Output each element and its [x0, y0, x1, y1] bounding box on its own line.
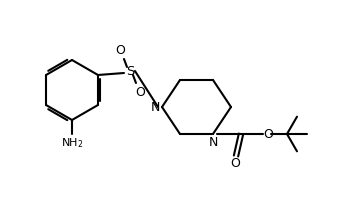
Text: S: S — [126, 64, 134, 77]
Text: O: O — [115, 44, 125, 57]
Text: O: O — [230, 156, 240, 169]
Text: O: O — [135, 86, 145, 99]
Text: N: N — [150, 101, 160, 114]
Text: O: O — [263, 128, 273, 141]
Text: NH$_2$: NH$_2$ — [61, 136, 83, 150]
Text: N: N — [208, 136, 218, 149]
